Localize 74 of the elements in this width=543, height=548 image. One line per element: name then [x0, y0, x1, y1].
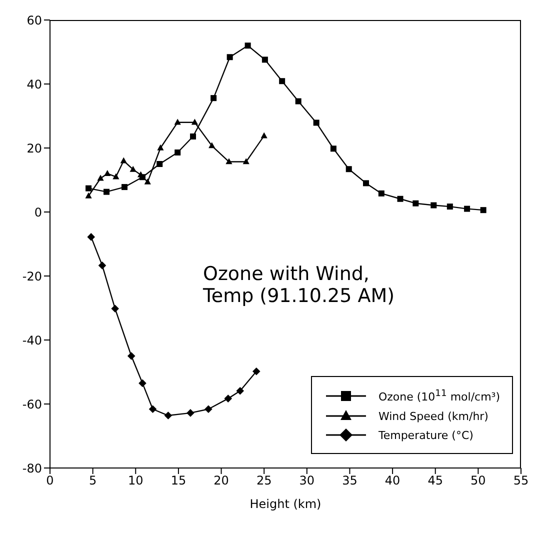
point	[138, 379, 146, 388]
point	[174, 149, 181, 156]
x-tick-label: 0	[46, 474, 54, 488]
y-tick-label: -60	[22, 397, 42, 412]
point	[204, 405, 212, 414]
x-tick-label: 10	[128, 474, 144, 488]
y-tick-label: 20	[26, 141, 42, 156]
x-tick-label: 25	[256, 474, 272, 488]
point	[156, 161, 163, 167]
y-tick-label: -80	[22, 461, 42, 476]
point	[191, 118, 198, 125]
x-tick-label: 50	[470, 474, 486, 488]
point	[98, 262, 106, 270]
point	[120, 157, 127, 164]
x-tick-label: 45	[428, 474, 444, 488]
point	[148, 405, 157, 414]
x-tick-label: 20	[214, 474, 229, 488]
point	[295, 98, 302, 104]
point	[130, 166, 136, 172]
point	[446, 204, 453, 210]
point	[97, 174, 104, 181]
x-tick-label: 40	[384, 474, 400, 488]
point	[85, 192, 92, 198]
point	[260, 132, 268, 138]
point	[236, 386, 244, 395]
y-tick-label: 40	[26, 77, 42, 92]
y-tick-label: 0	[34, 205, 42, 220]
x-tick-label: 5	[89, 474, 97, 488]
point	[122, 184, 128, 190]
point	[262, 56, 268, 63]
point	[164, 412, 172, 420]
point	[346, 166, 352, 172]
x-axis-title: Height (km)	[250, 497, 322, 511]
point	[363, 180, 369, 186]
point	[279, 78, 286, 84]
point	[104, 188, 110, 195]
point	[226, 158, 232, 164]
legend-label: Temperature (°C)	[378, 428, 474, 442]
point	[157, 144, 164, 150]
point	[430, 202, 437, 208]
y-tick-label: 60	[26, 13, 42, 28]
point	[104, 170, 111, 176]
point	[190, 133, 196, 140]
point	[144, 178, 151, 184]
point	[224, 394, 232, 402]
point	[330, 146, 336, 152]
y-tick-label: -20	[22, 269, 42, 284]
point	[87, 233, 96, 241]
point	[378, 190, 384, 196]
point	[186, 409, 194, 417]
point	[252, 367, 260, 376]
point	[464, 206, 470, 212]
point	[480, 207, 486, 214]
x-tick-label: 55	[513, 474, 529, 488]
point	[242, 158, 250, 164]
legend-label: Ozone (10$^{11}$ mol/cm³)	[378, 388, 500, 404]
y-tick-label: -40	[22, 333, 42, 348]
point	[412, 200, 419, 206]
point	[226, 54, 233, 60]
point	[111, 304, 119, 313]
point	[112, 173, 120, 180]
point	[86, 185, 92, 192]
x-tick-label: 35	[342, 474, 358, 488]
point	[397, 196, 404, 202]
point	[174, 118, 181, 125]
annotation: Ozone with Wind, Temp (91.10.25 AM)	[203, 263, 396, 307]
x-tick-label: 30	[299, 474, 315, 488]
point	[210, 95, 217, 102]
point	[127, 352, 136, 360]
x-tick-label: 15	[170, 474, 186, 488]
legend-label: Wind Speed (km/hr)	[378, 410, 488, 422]
point	[208, 142, 216, 148]
point	[313, 120, 320, 126]
point	[244, 42, 251, 49]
